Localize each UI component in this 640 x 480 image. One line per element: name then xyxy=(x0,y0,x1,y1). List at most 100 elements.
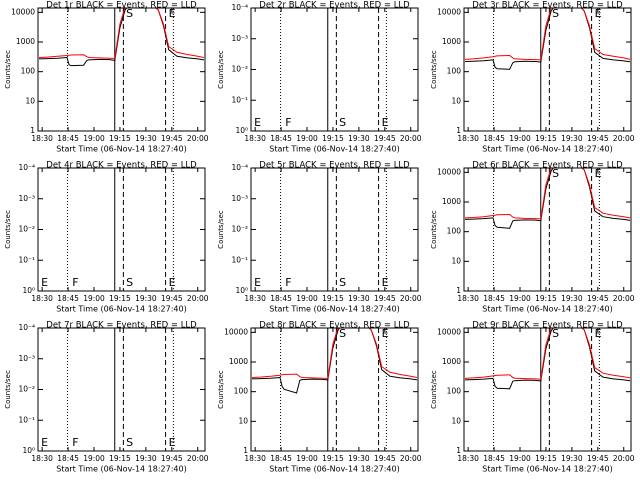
x-tick-label: 19:30 xyxy=(135,294,157,303)
x-tick-label: 19:15 xyxy=(535,454,557,463)
x-tick-label: 19:00 xyxy=(83,454,105,463)
x-tick-label: 19:15 xyxy=(109,294,131,303)
panel: Det 7r BLACK = Events, RED = LLD Start Ti… xyxy=(4,321,209,474)
annotation: F xyxy=(72,436,78,449)
annotation: E xyxy=(382,327,389,340)
x-tick-label: 19:00 xyxy=(83,134,105,143)
x-tick-label: 19:00 xyxy=(83,294,105,303)
x-tick-label: 19:30 xyxy=(561,454,583,463)
x-tick-label: 18:30 xyxy=(457,294,479,303)
series-line xyxy=(38,8,205,59)
x-axis-label: Start Time (06-Nov-14 18:27:40) xyxy=(269,305,399,314)
annotation: E xyxy=(169,436,176,449)
chart-title: Det 2r BLACK = Events, RED = LLD xyxy=(259,1,410,11)
panel: Det 9r BLACK = Events, RED = LLD Start Ti… xyxy=(430,321,635,474)
annotation: E xyxy=(254,276,261,289)
x-tick-label: 18:45 xyxy=(57,294,79,303)
x-tick-label: 19:15 xyxy=(322,134,344,143)
x-tick-label: 19:15 xyxy=(535,134,557,143)
annotation: F xyxy=(285,276,291,289)
x-tick-label: 18:30 xyxy=(244,454,266,463)
annotation: F xyxy=(72,276,78,289)
chart-title: Det 9r BLACK = Events, RED = LLD xyxy=(472,321,623,331)
y-tick-label: 1000 xyxy=(229,357,248,366)
y-tick-label: 10⁰ xyxy=(22,446,35,455)
x-axis-label: Start Time (06-Nov-14 18:27:40) xyxy=(56,145,186,154)
annotation: S xyxy=(552,7,559,20)
y-tick-label: 10⁻³ xyxy=(231,34,248,43)
y-axis-label: Counts/sec xyxy=(430,50,438,89)
y-tick-label: 10⁻¹ xyxy=(231,95,248,104)
x-tick-label: 19:30 xyxy=(135,454,157,463)
annotation: E xyxy=(41,436,48,449)
panel: Det 1r BLACK = Events, RED = LLD Start Ti… xyxy=(4,1,209,154)
x-tick-label: 18:45 xyxy=(483,134,505,143)
x-tick-label: 19:45 xyxy=(374,134,396,143)
panel: Det 5r BLACK = Events, RED = LLD Start Ti… xyxy=(217,161,422,314)
y-tick-label: 10⁻¹ xyxy=(231,255,248,264)
annotation: S xyxy=(339,276,346,289)
x-tick-label: 19:15 xyxy=(109,454,131,463)
x-axis-label: Start Time (06-Nov-14 18:27:40) xyxy=(482,465,612,474)
x-tick-label: 19:15 xyxy=(535,294,557,303)
y-tick-label: 1 xyxy=(456,286,461,295)
annotation: S xyxy=(552,327,559,340)
annotation: E xyxy=(169,276,176,289)
x-tick-label: 20:00 xyxy=(400,294,422,303)
y-tick-label: 10⁻³ xyxy=(18,194,35,203)
y-tick-label: 1 xyxy=(456,446,461,455)
y-tick-label: 10⁻⁴ xyxy=(231,3,248,12)
x-tick-label: 18:45 xyxy=(270,294,292,303)
x-tick-label: 18:45 xyxy=(270,134,292,143)
plot-frame xyxy=(463,7,632,132)
x-tick-label: 19:00 xyxy=(296,134,318,143)
series-line xyxy=(464,168,631,229)
x-tick-label: 18:30 xyxy=(244,134,266,143)
y-tick-label: 1 xyxy=(456,126,461,135)
y-tick-label: 10⁻² xyxy=(18,225,35,234)
x-tick-label: 19:45 xyxy=(374,454,396,463)
chart-title: Det 3r BLACK = Events, RED = LLD xyxy=(472,1,623,11)
chart-title: Det 6r BLACK = Events, RED = LLD xyxy=(472,161,623,171)
y-tick-label: 10000 xyxy=(224,327,248,336)
annotation: E xyxy=(254,116,261,129)
y-tick-label: 100 xyxy=(21,67,36,76)
y-tick-label: 1000 xyxy=(442,37,461,46)
chart-title: Det 4r BLACK = Events, RED = LLD xyxy=(46,161,197,171)
x-tick-label: 19:00 xyxy=(296,454,318,463)
annotation: E xyxy=(41,276,48,289)
x-tick-label: 18:30 xyxy=(31,454,53,463)
y-tick-label: 10⁻⁴ xyxy=(18,163,35,172)
x-tick-label: 20:00 xyxy=(187,134,209,143)
x-tick-label: 20:00 xyxy=(613,454,635,463)
plot-frame xyxy=(37,7,206,132)
y-axis-label: Counts/sec xyxy=(430,370,438,409)
plot-frame xyxy=(37,167,206,292)
plot-frame xyxy=(463,327,632,452)
x-tick-label: 19:30 xyxy=(348,294,370,303)
annotation: E xyxy=(169,7,176,20)
x-tick-label: 20:00 xyxy=(613,134,635,143)
y-tick-label: 10⁻¹ xyxy=(18,255,35,264)
x-tick-label: 20:00 xyxy=(400,454,422,463)
y-tick-label: 100 xyxy=(234,387,249,396)
y-tick-label: 10⁻³ xyxy=(231,194,248,203)
y-tick-label: 10000 xyxy=(11,7,35,16)
annotation: S xyxy=(126,276,133,289)
y-axis-label: Counts/sec xyxy=(4,210,12,249)
y-axis-label: Counts/sec xyxy=(4,370,12,409)
y-axis-label: Counts/sec xyxy=(217,50,225,89)
x-tick-label: 20:00 xyxy=(613,294,635,303)
annotation: S xyxy=(339,116,346,129)
series-line xyxy=(251,328,418,394)
y-tick-label: 10⁻⁴ xyxy=(231,163,248,172)
y-tick-label: 10⁻¹ xyxy=(18,415,35,424)
y-tick-label: 1 xyxy=(243,446,248,455)
x-tick-label: 19:00 xyxy=(509,294,531,303)
x-tick-label: 19:00 xyxy=(296,294,318,303)
panel: Det 8r BLACK = Events, RED = LLD Start Ti… xyxy=(217,321,422,474)
annotation: S xyxy=(126,436,133,449)
y-tick-label: 10000 xyxy=(437,327,461,336)
